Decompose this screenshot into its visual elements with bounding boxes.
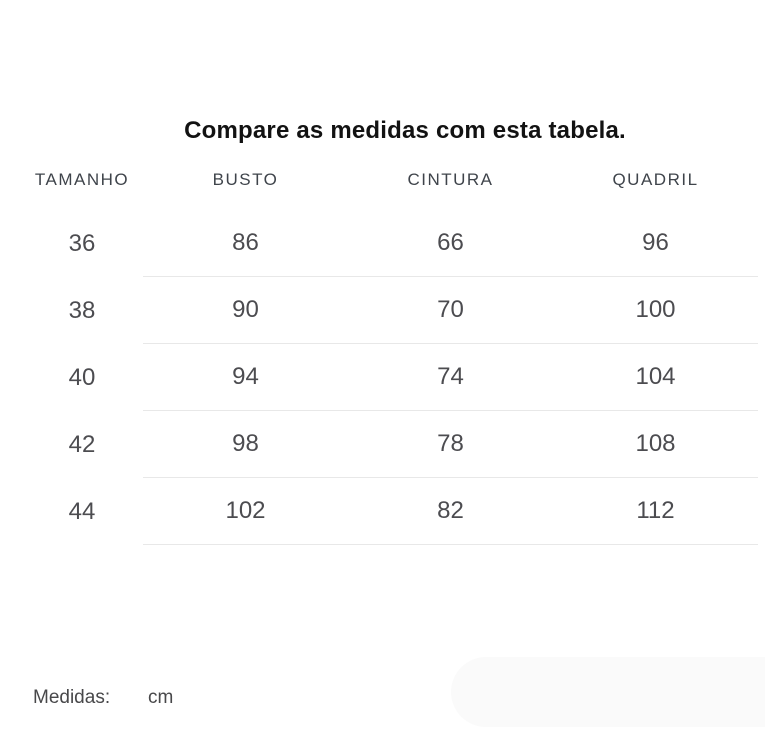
size-cell: 38 — [68, 296, 96, 324]
size-table: TAMANHO BUSTO CINTURA QUADRIL 36 86 66 9… — [0, 150, 758, 545]
waist-cell: 74 — [348, 344, 553, 411]
column-header-quadril: QUADRIL — [612, 170, 699, 189]
waist-cell: 70 — [348, 277, 553, 344]
measurements-unit-note: Medidas: cm — [33, 686, 173, 710]
unit-value: cm — [148, 687, 174, 708]
waist-cell: 66 — [348, 210, 553, 277]
hip-cell: 100 — [553, 277, 758, 344]
bust-cell: 98 — [143, 411, 348, 478]
measurements-label: Medidas: — [33, 687, 111, 708]
table-row: 38 90 70 100 — [0, 277, 758, 344]
table-row: 36 86 66 96 — [0, 210, 758, 277]
hip-cell: 96 — [553, 210, 758, 277]
table-row: 40 94 74 104 — [0, 344, 758, 411]
table-header-row: TAMANHO BUSTO CINTURA QUADRIL — [0, 150, 758, 210]
size-cell: 40 — [68, 363, 96, 391]
hip-cell: 108 — [553, 411, 758, 478]
size-cell: 42 — [68, 430, 96, 458]
column-header-tamanho: TAMANHO — [34, 170, 130, 189]
bust-cell: 86 — [143, 210, 348, 277]
bust-cell: 102 — [143, 478, 348, 545]
table-row: 42 98 78 108 — [0, 411, 758, 478]
column-header-cintura: CINTURA — [407, 170, 494, 189]
column-header-busto: BUSTO — [212, 170, 279, 189]
page-title: Compare as medidas com esta tabela. — [184, 117, 626, 144]
bust-cell: 94 — [143, 344, 348, 411]
size-cell: 36 — [68, 229, 96, 257]
background-pill — [451, 657, 765, 727]
hip-cell: 112 — [553, 478, 758, 545]
table-row: 44 102 82 112 — [0, 478, 758, 545]
size-cell: 44 — [68, 497, 96, 525]
bust-cell: 90 — [143, 277, 348, 344]
waist-cell: 82 — [348, 478, 553, 545]
waist-cell: 78 — [348, 411, 553, 478]
hip-cell: 104 — [553, 344, 758, 411]
